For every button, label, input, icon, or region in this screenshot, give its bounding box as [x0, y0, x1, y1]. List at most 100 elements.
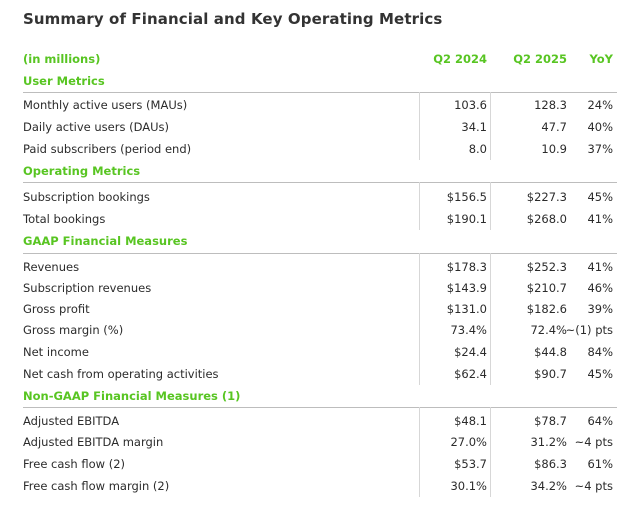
cell-q2-2024: $53.7	[454, 457, 487, 471]
section-title: User Metrics	[23, 74, 105, 88]
cell-yoy: 40%	[587, 120, 613, 134]
cell-yoy: 41%	[587, 212, 613, 226]
cell-yoy: 37%	[587, 142, 613, 156]
row-label: Subscription bookings	[23, 190, 150, 204]
cell-q2-2024: $24.4	[454, 345, 487, 359]
row-label: Net income	[23, 345, 89, 359]
row-label: Gross profit	[23, 302, 90, 316]
column-divider	[419, 182, 420, 230]
cell-q2-2024: 8.0	[468, 142, 487, 156]
cell-q2-2024: 27.0%	[450, 435, 487, 449]
table-row: Free cash flow margin (2) 30.1% 34.2% ~4 pt…	[23, 475, 617, 497]
cell-q2-2024: $131.0	[446, 302, 487, 316]
cell-q2-2025: $86.3	[534, 457, 567, 471]
cell-yoy: 46%	[587, 281, 613, 295]
section-divider	[23, 182, 617, 183]
table-row: Adjusted EBITDA margin 27.0% 31.2% ~4 pts	[23, 431, 617, 453]
table-row: Gross profit $131.0 $182.6 39%	[23, 298, 617, 320]
cell-q2-2025: 34.2%	[530, 479, 567, 493]
cell-q2-2025: $78.7	[534, 414, 567, 428]
cell-q2-2024: $178.3	[446, 260, 487, 274]
cell-q2-2025: $44.8	[534, 345, 567, 359]
cell-q2-2025: $268.0	[526, 212, 567, 226]
row-label: Adjusted EBITDA margin	[23, 435, 164, 449]
column-divider	[490, 253, 491, 385]
column-divider	[490, 407, 491, 497]
table-row: Monthly active users (MAUs) 103.6 128.3 24%	[23, 94, 617, 116]
column-divider	[419, 407, 420, 497]
cell-q2-2024: 34.1	[461, 120, 487, 134]
row-label: Net cash from operating activities	[23, 367, 219, 381]
section-header-gaap-financial-measures: GAAP Financial Measures	[23, 230, 617, 252]
section-title: Non-GAAP Financial Measures (1)	[23, 389, 241, 403]
header-units-label: (in millions)	[23, 52, 101, 66]
page-title: Summary of Financial and Key Operating M…	[23, 10, 443, 28]
cell-q2-2024: $62.4	[454, 367, 487, 381]
cell-yoy: ~(1) pts	[565, 323, 613, 337]
table-row: Revenues $178.3 $252.3 41%	[23, 256, 617, 278]
table-row: Daily active users (DAUs) 34.1 47.7 40%	[23, 116, 617, 138]
section-divider	[23, 253, 617, 254]
cell-q2-2024: 73.4%	[450, 323, 487, 337]
cell-q2-2024: $143.9	[446, 281, 487, 295]
column-divider	[490, 182, 491, 230]
cell-q2-2024: $48.1	[454, 414, 487, 428]
cell-q2-2024: $156.5	[446, 190, 487, 204]
cell-q2-2025: 128.3	[534, 98, 567, 112]
row-label: Daily active users (DAUs)	[23, 120, 169, 134]
header-yoy: YoY	[589, 52, 614, 66]
cell-yoy: 45%	[587, 190, 613, 204]
table-row: Net income $24.4 $44.8 84%	[23, 341, 617, 363]
row-label: Monthly active users (MAUs)	[23, 98, 188, 112]
cell-q2-2025: 72.4%	[530, 323, 567, 337]
column-divider	[419, 92, 420, 160]
section-title: Operating Metrics	[23, 164, 141, 178]
section-header-operating-metrics: Operating Metrics	[23, 160, 617, 182]
section-divider	[23, 92, 617, 93]
cell-q2-2025: $252.3	[526, 260, 567, 274]
cell-yoy: 61%	[587, 457, 613, 471]
row-label: Adjusted EBITDA	[23, 414, 120, 428]
row-label: Free cash flow (2)	[23, 457, 125, 471]
row-label: Paid subscribers (period end)	[23, 142, 192, 156]
row-label: Subscription revenues	[23, 281, 152, 295]
table-row: Subscription revenues $143.9 $210.7 46%	[23, 277, 617, 299]
table-header: (in millions) Q2 2024 Q2 2025 YoY	[23, 50, 617, 68]
cell-yoy: 41%	[587, 260, 613, 274]
section-header-user-metrics: User Metrics	[23, 70, 617, 92]
cell-q2-2024: $190.1	[446, 212, 487, 226]
cell-q2-2025: $90.7	[534, 367, 567, 381]
cell-q2-2025: 47.7	[541, 120, 567, 134]
section-title: GAAP Financial Measures	[23, 234, 188, 248]
table-row: Free cash flow (2) $53.7 $86.3 61%	[23, 453, 617, 475]
cell-q2-2025: $210.7	[526, 281, 567, 295]
header-q2-2025: Q2 2025	[513, 52, 567, 66]
table-row: Net cash from operating activities $62.4 $…	[23, 363, 617, 385]
row-label: Revenues	[23, 260, 80, 274]
cell-yoy: 64%	[587, 414, 613, 428]
row-label: Gross margin (%)	[23, 323, 124, 337]
cell-yoy: ~4 pts	[574, 479, 613, 493]
cell-yoy: 24%	[587, 98, 613, 112]
cell-yoy: 45%	[587, 367, 613, 381]
table-row: Subscription bookings $156.5 $227.3 45%	[23, 186, 617, 208]
cell-yoy: ~4 pts	[574, 435, 613, 449]
header-q2-2024: Q2 2024	[433, 52, 487, 66]
row-label: Total bookings	[23, 212, 106, 226]
cell-yoy: 84%	[587, 345, 613, 359]
table-row: Paid subscribers (period end) 8.0 10.9 37%	[23, 138, 617, 160]
cell-q2-2024: 103.6	[454, 98, 487, 112]
section-divider	[23, 407, 617, 408]
row-label: Free cash flow margin (2)	[23, 479, 170, 493]
cell-q2-2025: $182.6	[526, 302, 567, 316]
section-header-non-gaap-financial-measures: Non-GAAP Financial Measures (1)	[23, 385, 617, 407]
cell-q2-2025: 31.2%	[530, 435, 567, 449]
table-row: Total bookings $190.1 $268.0 41%	[23, 208, 617, 230]
column-divider	[419, 253, 420, 385]
table-row: Adjusted EBITDA $48.1 $78.7 64%	[23, 410, 617, 432]
column-divider	[490, 92, 491, 160]
table-row: Gross margin (%) 73.4% 72.4% ~(1) pts	[23, 319, 617, 341]
cell-q2-2025: 10.9	[541, 142, 567, 156]
cell-yoy: 39%	[587, 302, 613, 316]
